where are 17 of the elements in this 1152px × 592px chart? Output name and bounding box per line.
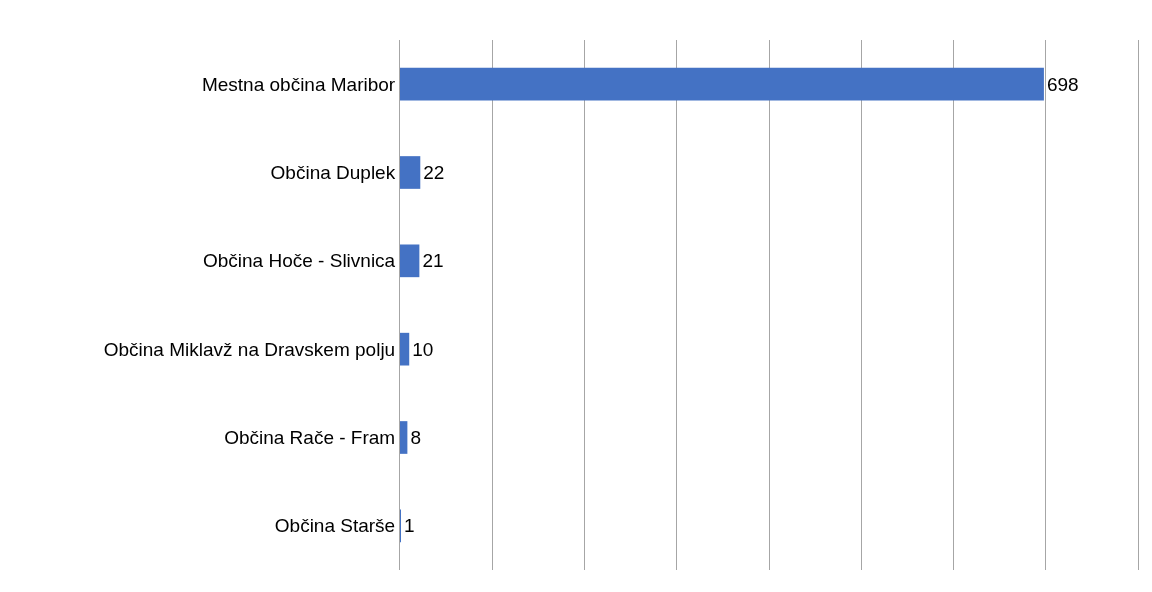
data-label: 21 xyxy=(422,250,444,272)
data-label: 698 xyxy=(1046,73,1079,95)
bar xyxy=(400,421,408,454)
bar xyxy=(400,332,410,366)
bar xyxy=(400,244,420,278)
bar xyxy=(400,67,1044,101)
y-tick-label: Občina Starše xyxy=(274,515,396,537)
y-tick-label: Občina Miklavž na Dravskem polju xyxy=(103,338,396,360)
y-tick-label: Občina Duplek xyxy=(270,162,396,184)
y-tick-label: Občina Hoče - Slivnica xyxy=(203,250,396,272)
data-label: 8 xyxy=(410,427,421,448)
data-label: 10 xyxy=(412,338,434,360)
bar xyxy=(400,156,421,189)
y-tick-label: Mestna občina Maribor xyxy=(201,73,396,95)
y-tick-label: Občina Rače - Fram xyxy=(224,427,396,449)
data-label: 1 xyxy=(404,515,415,537)
data-label: 22 xyxy=(423,162,445,183)
